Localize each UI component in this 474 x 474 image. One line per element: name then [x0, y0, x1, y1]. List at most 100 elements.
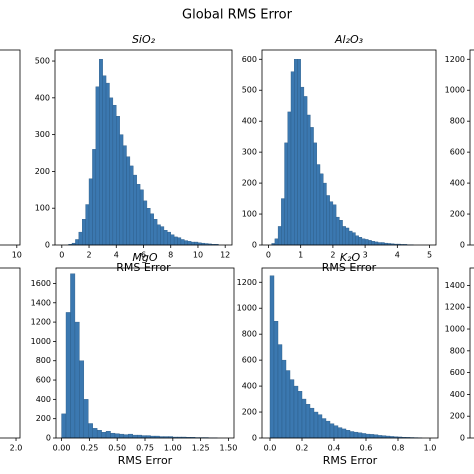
bar	[92, 149, 97, 246]
bar	[342, 226, 346, 246]
y-tick-label: 200	[450, 412, 465, 421]
bar	[114, 433, 120, 439]
y-tick-label: 1000	[237, 304, 257, 313]
bar	[126, 156, 131, 246]
x-tick-label: 5	[427, 251, 432, 260]
panel: 0 1 2 3 4 5 0 100 200 300 400 500 600 Al₂O₃ RMS Error	[242, 33, 437, 274]
y-tick-label: 600	[36, 376, 51, 385]
bar	[85, 204, 90, 246]
y-tick-label: 400	[35, 93, 50, 102]
bar	[352, 232, 356, 246]
bar	[333, 425, 339, 439]
bar	[132, 434, 138, 439]
bar	[109, 97, 114, 246]
bar	[374, 241, 379, 246]
bar	[194, 241, 199, 246]
bar	[96, 430, 102, 439]
x-tick-label: 1	[298, 251, 303, 260]
bar	[133, 174, 137, 246]
y-tick-label: 1200	[237, 278, 257, 287]
bar	[300, 86, 305, 246]
y-tick-label: 400	[242, 382, 257, 391]
x-tick-label: 3	[363, 251, 368, 260]
bar	[92, 428, 98, 439]
y-tick-label: 600	[450, 148, 465, 157]
bar	[187, 241, 192, 246]
bar	[146, 208, 151, 246]
y-tick-label: 400	[36, 395, 51, 404]
bar	[337, 427, 343, 439]
bar	[368, 240, 372, 246]
y-tick-label: 200	[242, 179, 257, 188]
panel: 0 2 4 6 8 10 12 0 100 200 300 400 500 SiO₂ RMS Error	[35, 33, 233, 274]
bar	[65, 312, 71, 439]
bar	[371, 241, 375, 246]
bar	[79, 360, 85, 439]
bar	[364, 239, 369, 246]
bar	[190, 241, 195, 246]
bar	[173, 236, 178, 246]
bar	[303, 96, 308, 246]
y-tick-label: 200	[35, 167, 50, 176]
y-tick-label: 1600	[31, 279, 51, 288]
bar	[136, 184, 141, 246]
bar	[119, 433, 125, 439]
bar	[163, 230, 168, 246]
bar	[329, 423, 335, 439]
bar	[349, 431, 355, 439]
y-tick-label: 800	[450, 117, 465, 126]
bar	[61, 413, 67, 439]
axes-frame	[0, 267, 21, 439]
bar	[301, 398, 307, 439]
bar	[75, 239, 80, 246]
bar	[153, 219, 158, 246]
axes-frame	[0, 49, 21, 246]
bar	[83, 399, 89, 439]
bar	[357, 432, 363, 439]
x-tick-label: 1.0	[424, 444, 437, 453]
bar	[287, 111, 292, 246]
bar	[74, 321, 80, 439]
y-tick-label: 100	[242, 210, 257, 219]
y-tick-label: 0	[252, 434, 257, 443]
y-tick-label: 0	[460, 241, 465, 250]
bar	[345, 227, 350, 246]
bar	[123, 434, 129, 439]
bar	[170, 234, 175, 246]
bar	[355, 235, 359, 246]
bar	[112, 104, 117, 246]
bar	[289, 379, 295, 439]
y-tick-label: 500	[35, 57, 50, 66]
bar	[95, 86, 100, 246]
x-tick-label: 0.2	[296, 444, 309, 453]
bar	[285, 370, 291, 439]
bar	[339, 220, 343, 246]
bar	[305, 404, 311, 439]
x-axis-label: RMS Error	[118, 454, 173, 467]
y-tick-label: 400	[450, 390, 465, 399]
bar	[150, 213, 154, 246]
x-tick-label: 0	[266, 251, 271, 260]
y-tick-label: 200	[36, 414, 51, 423]
y-tick-label: 200	[450, 210, 465, 219]
bar	[110, 432, 116, 439]
bar	[137, 434, 142, 439]
x-tick-label: 10	[12, 251, 22, 260]
bar	[160, 226, 165, 246]
figure-title: Global RMS Error	[182, 8, 293, 23]
bar	[143, 200, 148, 246]
bar	[361, 433, 367, 439]
bar	[297, 59, 301, 246]
bar	[105, 82, 110, 246]
bar	[274, 238, 279, 246]
x-tick-label: 0.6	[360, 444, 373, 453]
bar	[281, 198, 285, 246]
bar	[297, 391, 303, 439]
bar	[325, 420, 331, 439]
bar	[82, 219, 86, 246]
bar	[105, 431, 111, 439]
x-tick-label: 4	[395, 251, 400, 260]
x-tick-label: 10	[193, 251, 203, 260]
bar	[116, 116, 120, 246]
